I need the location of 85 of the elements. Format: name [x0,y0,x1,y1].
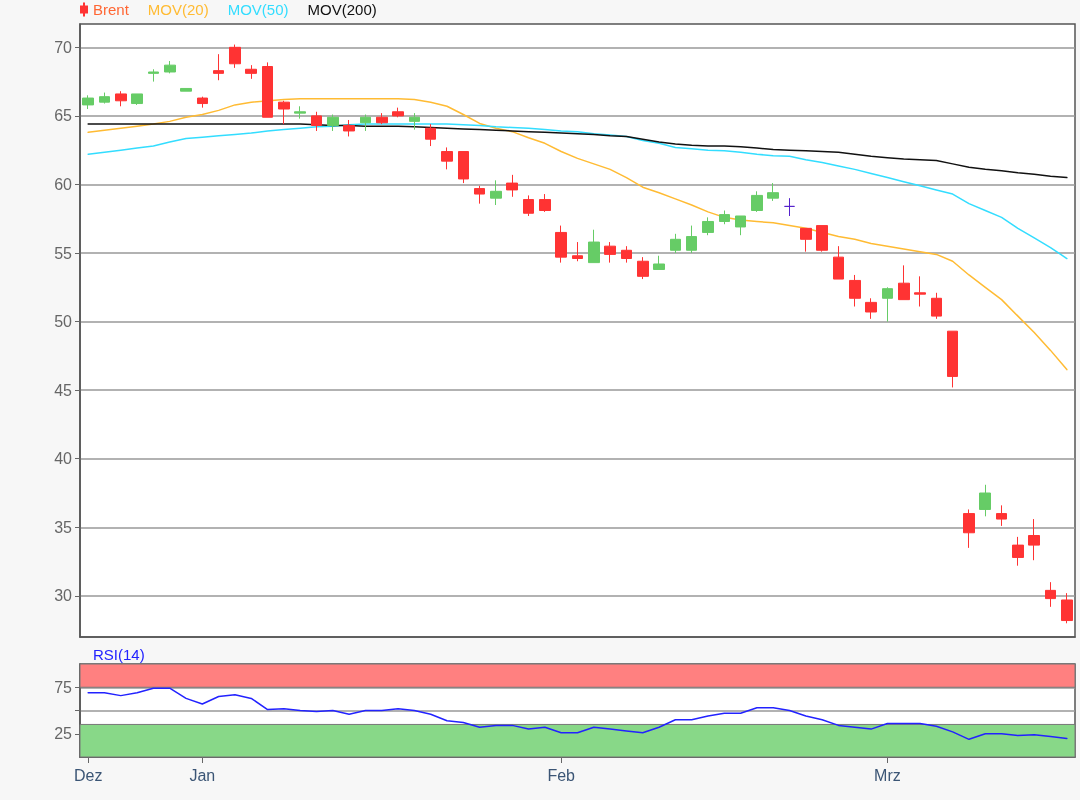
candlestick [784,197,795,217]
y-tick-label: 30 [54,587,73,605]
candlestick [751,190,763,213]
candlestick [555,225,567,264]
candlestick [702,216,714,236]
candlestick [931,292,942,320]
candlestick [343,119,355,137]
series-label: RSI(14) [93,646,145,663]
candlestick [115,90,127,107]
x-tick-label: Jan [189,766,216,784]
candlestick [99,92,110,105]
candlestick [392,107,404,118]
candlestick [148,68,159,83]
candlestick [294,105,306,120]
x-tick-label: Feb [547,766,576,784]
x-tick-label: Dez [73,766,103,784]
x-tick-label: Mrz [874,766,901,784]
candlestick [131,93,143,106]
candlestick [719,210,730,225]
candlestick [572,241,583,262]
y-tick-label: 60 [54,175,73,193]
y-tick-label: 50 [54,313,73,331]
candlestick [686,225,697,254]
candlestick [882,286,893,323]
candlestick [164,60,176,74]
candlestick [1012,536,1024,567]
candlestick [490,179,502,206]
y-tick-label: 25 [54,725,73,743]
candlestick [245,64,257,80]
legend-label: Brent [93,1,130,18]
candlestick [833,245,844,280]
candlestick [197,96,208,109]
candlestick [82,94,94,110]
candlestick [670,233,681,254]
candlestick [311,111,322,132]
candlestick [865,297,877,320]
candlestick [767,182,779,202]
candlestick [425,123,436,147]
candlestick [360,114,371,132]
text: MOV(20) [147,1,209,18]
line-series [87,97,1068,371]
line-series [87,123,1068,179]
y-tick-label: 55 [54,244,73,262]
candlestick [604,241,616,264]
line-series [87,687,1068,741]
candlestick [458,151,469,184]
candlestick [735,215,746,236]
candlestick [262,61,273,118]
candlestick [278,100,290,125]
candlestick [376,112,388,125]
candlestick [327,114,339,132]
candlestick [213,53,224,81]
y-tick-label: 70 [54,38,73,56]
candlestick [816,225,828,253]
candlestick [979,484,991,517]
y-tick-label: 75 [54,678,73,696]
candlestick [588,229,600,264]
candlestick [963,508,975,549]
y-tick-label: 35 [54,518,73,536]
candlestick [441,146,453,170]
candlestick [996,504,1007,527]
y-tick-label: 45 [54,381,73,399]
candlestick [653,255,665,270]
candlestick [898,264,910,301]
y-tick-label: 65 [54,107,73,125]
candlestick [1028,518,1040,561]
line-series [87,123,1068,260]
candlestick [800,227,812,253]
candlestick [409,112,420,131]
text: MOV(200) [307,1,377,18]
candlestick [1061,592,1073,624]
text: MOV(50) [227,1,289,18]
candlestick [506,174,518,198]
candlestick [621,245,632,264]
candlestick [180,87,192,92]
candlestick [229,44,241,69]
candlestick [539,193,551,213]
candlestick [637,256,649,280]
candlestick [1045,581,1056,608]
candlestick [914,275,926,307]
candlestick [474,185,485,205]
y-tick-label: 40 [54,450,73,468]
candlestick [947,330,958,388]
candlestick [849,274,861,307]
candlestick [523,194,534,217]
